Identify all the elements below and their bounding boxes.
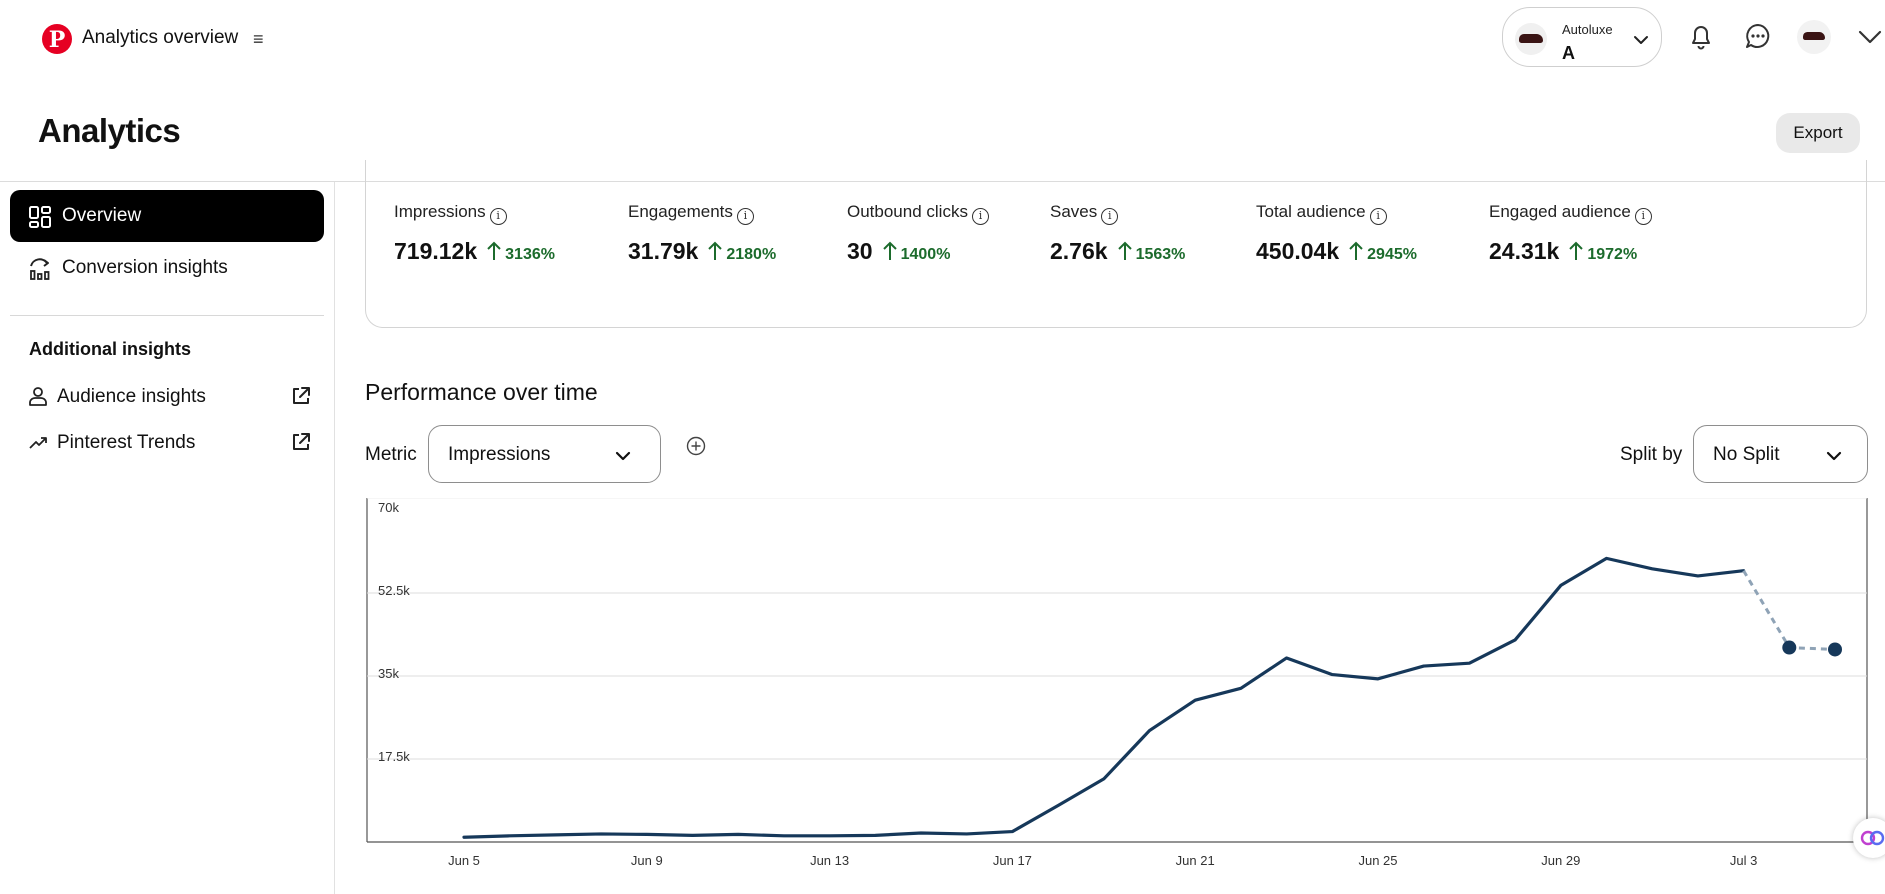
split-dropdown-value: No Split (1713, 444, 1780, 465)
export-button[interactable]: Export (1776, 113, 1860, 153)
metric-change: 1400% (900, 246, 951, 263)
top-bar: P Analytics overview ≡ Autoluxe A (0, 0, 1885, 76)
external-link-icon[interactable] (290, 431, 312, 453)
y-tick-label: 52.5k (378, 583, 410, 598)
account-initial: A (1562, 43, 1575, 63)
sidebar-item-label: Conversion insights (62, 257, 228, 278)
conversion-icon (30, 258, 50, 280)
x-tick-label: Jun 29 (1541, 853, 1580, 868)
account-name: Autoluxe (1562, 22, 1613, 37)
info-icon[interactable]: i (1634, 208, 1652, 225)
metric-label: Impressions (394, 202, 486, 221)
metric-saves[interactable]: Saves i 2.76k 1563% (1050, 202, 1185, 265)
metric-dropdown-value: Impressions (448, 444, 551, 465)
y-tick-label: 35k (378, 666, 399, 681)
messages-icon[interactable] (1740, 18, 1776, 54)
series-line (462, 556, 1746, 839)
split-dropdown[interactable]: No Split (1693, 425, 1868, 483)
additional-insights-heading: Additional insights (29, 339, 191, 359)
profile-avatar[interactable] (1797, 20, 1831, 54)
trend-icon (29, 437, 47, 449)
sidebar-item-conversion-insights[interactable]: Conversion insights (10, 242, 324, 294)
x-tick-label: Jun 5 (448, 853, 480, 868)
menu-icon[interactable]: ≡ (253, 29, 264, 49)
svg-text:P: P (49, 27, 66, 53)
sidebar-item-label: Audience insights (57, 386, 206, 407)
external-link-icon[interactable] (290, 385, 312, 407)
projected-series-line (1742, 569, 1836, 651)
arrow-up-icon (882, 241, 897, 260)
add-metric-icon[interactable] (686, 436, 706, 456)
grid-icon (29, 206, 51, 228)
metrics-summary-card: Impressions i 719.12k 3136% Engagements i 3… (365, 160, 1867, 328)
metric-engagements[interactable]: Engagements i 31.79k 2180% (628, 202, 776, 265)
info-icon[interactable]: i (1369, 208, 1387, 225)
info-icon[interactable]: i (971, 208, 989, 225)
account-avatar (1515, 23, 1547, 55)
arrow-up-icon (1349, 241, 1363, 260)
metric-value: 30 (847, 238, 873, 264)
metric-outbound-clicks[interactable]: Outbound clicks i 30 1400% (847, 202, 989, 265)
info-icon[interactable]: i (489, 208, 507, 225)
arrow-up-icon (1117, 241, 1132, 260)
sidebar: Overview Conversion insights Additional … (0, 182, 335, 894)
metric-label: Saves (1050, 202, 1098, 221)
metric-impressions[interactable]: Impressions i 719.12k 3136% (394, 202, 555, 265)
pinterest-logo-icon[interactable]: P (42, 24, 72, 54)
page-title: Analytics (38, 112, 181, 149)
sidebar-item-pinterest-trends[interactable]: Pinterest Trends (28, 428, 312, 458)
info-icon[interactable]: i (736, 208, 754, 225)
performance-title: Performance over time (365, 379, 598, 405)
y-tick-label: 17.5k (378, 749, 410, 764)
arrow-up-icon (487, 241, 501, 260)
split-by-label: Split by (1620, 444, 1683, 465)
metric-change: 3136% (505, 246, 555, 263)
data-point (1782, 640, 1797, 655)
metric-change: 2945% (1367, 246, 1417, 263)
arrow-up-icon (708, 241, 723, 260)
info-icon[interactable]: i (1101, 208, 1119, 225)
chevron-down-icon (615, 451, 631, 461)
metric-value: 31.79k (628, 238, 699, 264)
assistant-icon[interactable] (1853, 818, 1885, 858)
sidebar-item-audience-insights[interactable]: Audience insights (28, 382, 312, 412)
metric-value: 24.31k (1489, 238, 1560, 264)
x-tick-label: Jul 3 (1730, 853, 1757, 868)
performance-chart: 17.5k 35k 52.5k 70k Jun 5 Jun 9 Jun 13 Jun 17 Ju… (366, 498, 1868, 868)
metric-change: 1563% (1135, 246, 1186, 263)
sidebar-item-label: Overview (62, 205, 142, 226)
metric-label: Engagements (628, 202, 733, 221)
metric-total-audience[interactable]: Total audience i 450.04k 2945% (1256, 202, 1417, 265)
header-divider (0, 181, 1885, 182)
metric-label: Outbound clicks (847, 202, 968, 221)
x-tick-label: Jun 21 (1176, 853, 1215, 868)
x-tick-label: Jun 17 (993, 853, 1032, 868)
metric-engaged-audience[interactable]: Engaged audience i 24.31k 1972% (1489, 202, 1652, 265)
account-switcher[interactable]: Autoluxe A (1502, 7, 1662, 67)
app-title[interactable]: Analytics overview (82, 27, 239, 48)
sidebar-item-overview[interactable]: Overview (10, 190, 324, 242)
metric-change: 1972% (1587, 246, 1638, 263)
x-tick-label: Jun 9 (631, 853, 663, 868)
data-point (1828, 642, 1842, 657)
arrow-up-icon (1569, 241, 1584, 260)
metric-value: 2.76k (1050, 238, 1108, 264)
chevron-down-icon (1634, 36, 1648, 44)
metric-change: 2180% (726, 246, 777, 263)
y-tick-label: 70k (378, 500, 399, 515)
x-tick-label: Jun 13 (810, 853, 849, 868)
metric-value: 450.04k (1256, 238, 1340, 264)
chevron-down-icon[interactable] (1857, 26, 1883, 48)
notifications-bell-icon[interactable] (1683, 18, 1719, 54)
sidebar-item-label: Pinterest Trends (57, 432, 196, 453)
chevron-down-icon (1826, 451, 1842, 461)
sidebar-divider (10, 315, 324, 316)
person-icon (29, 387, 47, 406)
metric-selector-label: Metric (365, 444, 417, 465)
metric-value: 719.12k (394, 238, 478, 264)
metric-label: Engaged audience (1489, 202, 1631, 221)
metric-label: Total audience (1256, 202, 1366, 221)
metric-dropdown[interactable]: Impressions (428, 425, 661, 483)
x-tick-label: Jun 25 (1358, 853, 1397, 868)
